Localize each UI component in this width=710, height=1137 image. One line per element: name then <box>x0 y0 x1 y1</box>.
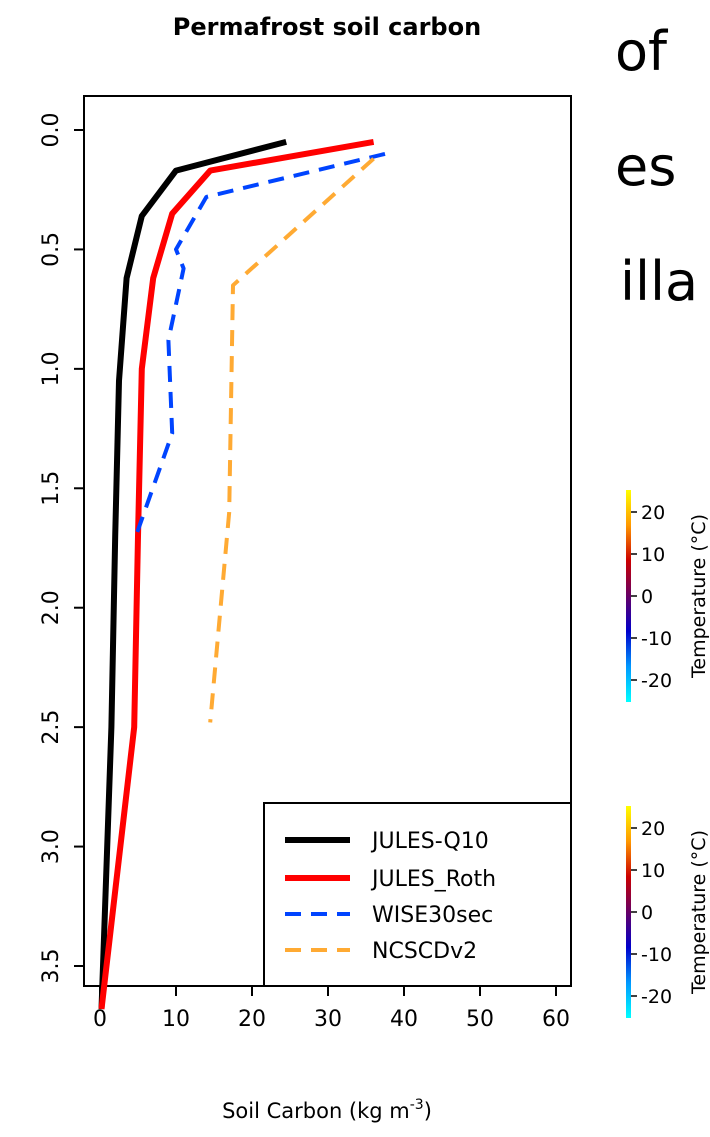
y-tick-label: 3.5 <box>39 949 64 984</box>
colorbar-1-strip <box>626 490 631 702</box>
background-text-3: illa <box>620 250 698 313</box>
series-line-jules-q10 <box>98 138 287 1010</box>
y-tick-label: 3.0 <box>39 829 64 864</box>
series-line-ncscdv2 <box>208 157 375 723</box>
x-axis-label: Soil Carbon (kg m-3) <box>222 1097 432 1123</box>
series-layer <box>98 138 386 1010</box>
colorbar-1-ticks: 20 10 0 -10 -20 <box>631 502 672 692</box>
legend-label-ncscdv2: NCSCDv2 <box>372 939 477 964</box>
colorbar-tick-label: 0 <box>641 902 653 924</box>
colorbar-tick-label: 10 <box>641 860 665 882</box>
legend-label-jules-roth: JULES_Roth <box>370 867 496 892</box>
x-tick-label: 10 <box>162 1007 190 1032</box>
y-tick-label: 0.5 <box>39 232 64 267</box>
y-tick-label: 2.5 <box>39 710 64 745</box>
colorbar-tick-label: 20 <box>641 818 665 840</box>
y-tick-label: 1.5 <box>39 471 64 506</box>
colorbar-2-ticks: 20 10 0 -10 -20 <box>631 818 672 1008</box>
series-line-jules-roth <box>98 138 375 1010</box>
x-axis: 0 10 20 30 40 50 60 <box>93 986 570 1032</box>
chart-title: Permafrost soil carbon <box>173 13 481 41</box>
colorbar-2: 20 10 0 -10 -20 Temperature (°C) <box>626 806 710 1018</box>
legend: JULES-Q10 JULES_Roth WISE30sec NCSCDv2 <box>263 802 572 987</box>
colorbar-tick-label: 0 <box>641 586 653 608</box>
series-line-wise30sec <box>132 151 386 542</box>
legend-label-jules-q10: JULES-Q10 <box>370 829 489 854</box>
colorbar-tick-label: 10 <box>641 544 665 566</box>
colorbar-tick-label: -20 <box>641 986 672 1008</box>
background-text-2: es <box>615 135 676 198</box>
y-tick-label: 1.0 <box>39 351 64 386</box>
colorbar-2-strip <box>626 806 631 1018</box>
y-axis: 0.0 0.5 1.0 1.5 2.0 2.5 3.0 3.5 <box>39 113 84 984</box>
x-tick-label: 30 <box>314 1007 342 1032</box>
colorbar-tick-label: 20 <box>641 502 665 524</box>
x-tick-label: 0 <box>93 1007 107 1032</box>
x-tick-label: 20 <box>238 1007 266 1032</box>
legend-box <box>263 802 572 987</box>
x-axis-label-close: ) <box>424 1099 432 1123</box>
x-axis-label-main: Soil Carbon (kg m <box>222 1099 410 1123</box>
colorbar-tick-label: -10 <box>641 944 672 966</box>
x-tick-label: 60 <box>542 1007 570 1032</box>
x-axis-label-superscript: -3 <box>410 1097 424 1113</box>
legend-label-wise30sec: WISE30sec <box>372 903 493 928</box>
colorbar-tick-label: -10 <box>641 628 672 650</box>
colorbar-1: 20 10 0 -10 -20 Temperature (°C) <box>626 490 710 702</box>
colorbar-2-label: Temperature (°C) <box>688 830 710 995</box>
x-tick-label: 50 <box>466 1007 494 1032</box>
y-tick-label: 0.0 <box>39 113 64 148</box>
x-tick-label: 40 <box>390 1007 418 1032</box>
y-tick-label: 2.0 <box>39 590 64 625</box>
colorbar-tick-label: -20 <box>641 670 672 692</box>
colorbar-1-label: Temperature (°C) <box>688 514 710 679</box>
background-text-1: of <box>615 20 669 83</box>
